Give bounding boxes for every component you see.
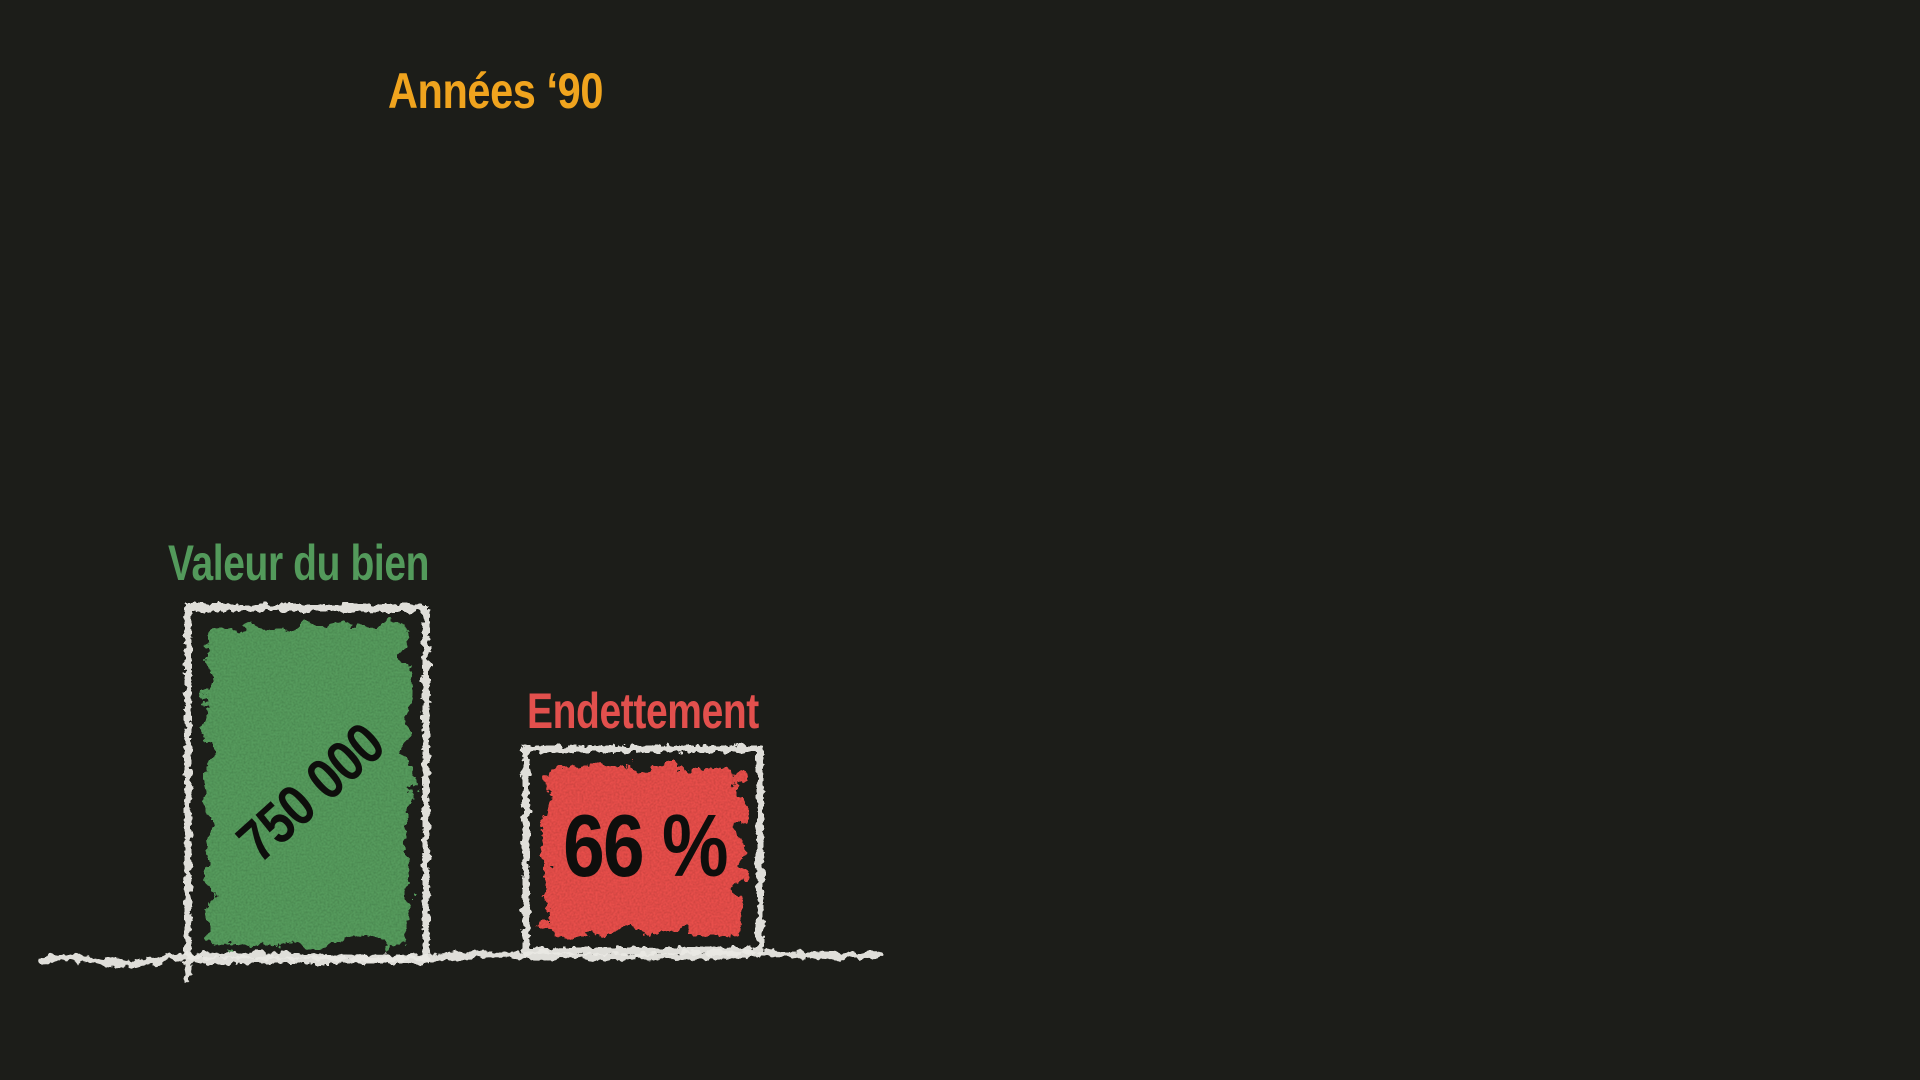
property-bar-outline xyxy=(184,604,430,964)
debt-bar-value: 66 % xyxy=(563,796,728,895)
debt-bar-label: Endettement xyxy=(527,683,759,739)
property-bar-fill xyxy=(206,626,408,944)
baseline-axis xyxy=(38,950,886,967)
debt-bar xyxy=(522,745,764,955)
property-bar xyxy=(184,604,430,983)
chart-title: Années ‘90 xyxy=(388,63,603,119)
property-bar-label: Valeur du bien xyxy=(168,535,430,591)
debt-bar-outline xyxy=(522,745,764,955)
debt-bar-fill xyxy=(544,768,742,934)
property-bar-outline-foot xyxy=(184,953,193,983)
